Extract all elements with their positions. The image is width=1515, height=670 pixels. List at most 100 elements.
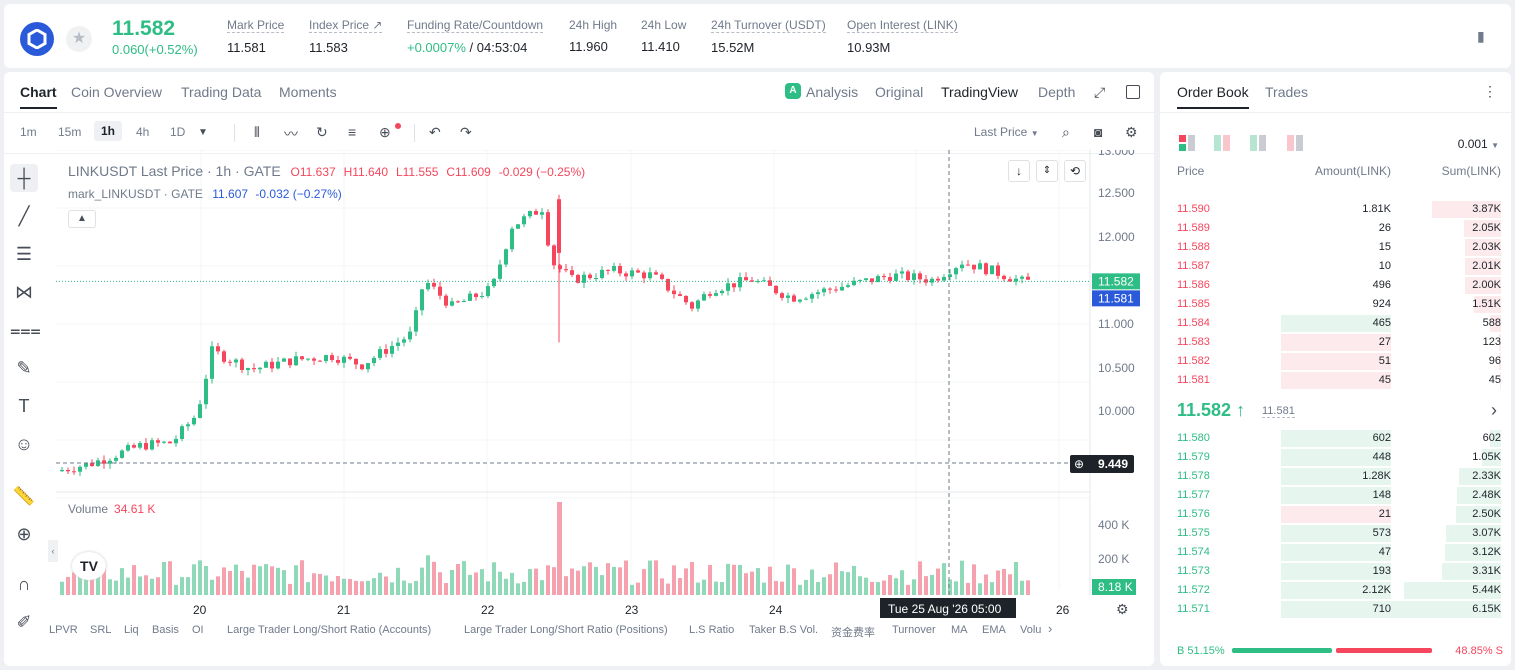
- tab-trading-data[interactable]: Trading Data: [181, 84, 262, 100]
- ask-row[interactable]: 11.584 465 588: [1160, 314, 1511, 333]
- bid-row[interactable]: 11.575 573 3.07K: [1160, 524, 1511, 543]
- window-icon[interactable]: [1126, 85, 1140, 99]
- ask-row[interactable]: 11.581 45 45: [1160, 371, 1511, 390]
- bid-row[interactable]: 11.580 602 602: [1160, 429, 1511, 448]
- stat-label[interactable]: Funding Rate/Countdown: [407, 18, 544, 33]
- ask-row[interactable]: 11.585 924 1.51K: [1160, 295, 1511, 314]
- pencil-icon[interactable]: ✐: [16, 612, 32, 632]
- bid-row[interactable]: 11.572 2.12K 5.44K: [1160, 581, 1511, 600]
- timeframe-1m[interactable]: 1m: [20, 125, 37, 139]
- timeframe-1h[interactable]: 1h: [94, 121, 123, 141]
- tab-depth[interactable]: Depth: [1038, 84, 1076, 100]
- indicator-item[interactable]: MA: [951, 624, 968, 636]
- stat-label[interactable]: 24h Turnover (USDT): [711, 18, 826, 33]
- tab-tradingview[interactable]: TradingView: [941, 84, 1019, 100]
- price-tick-label: 13.000: [1098, 150, 1135, 158]
- magnet-icon[interactable]: ∩: [17, 574, 31, 594]
- precision-select[interactable]: 0.001 ▼: [1458, 137, 1499, 151]
- zoom-in-icon[interactable]: ⊕: [16, 524, 32, 544]
- indicator-item[interactable]: Turnover: [892, 624, 936, 636]
- tab-trades[interactable]: Trades: [1265, 84, 1309, 100]
- bid-row[interactable]: 11.577 148 2.48K: [1160, 486, 1511, 505]
- chevron-down-icon[interactable]: ▼: [198, 127, 208, 138]
- ask-row[interactable]: 11.587 10 2.01K: [1160, 257, 1511, 276]
- emoji-icon[interactable]: ☺: [14, 434, 34, 454]
- trendline-icon[interactable]: ╱: [18, 206, 30, 226]
- chevron-right-icon[interactable]: ›: [1491, 400, 1497, 420]
- hide-toolbar-icon[interactable]: ‹: [48, 540, 58, 562]
- tab-analysis[interactable]: Analysis: [806, 84, 859, 100]
- ask-row[interactable]: 11.582 51 96: [1160, 352, 1511, 371]
- bid-row[interactable]: 11.578 1.28K 2.33K: [1160, 467, 1511, 486]
- tab-moments[interactable]: Moments: [279, 84, 337, 100]
- bid-row[interactable]: 11.574 47 3.12K: [1160, 543, 1511, 562]
- volume-bar: [654, 560, 658, 595]
- fib-icon[interactable]: ⩶: [10, 320, 41, 340]
- timeframe-15m[interactable]: 15m: [58, 125, 82, 139]
- indicator-item[interactable]: Taker B.S Vol.: [749, 624, 819, 636]
- price-chart[interactable]: 13.000 12.500 12.000 11.000 10.500 10.000 11.5…: [56, 150, 1156, 620]
- indicator-item[interactable]: SRL: [90, 624, 112, 636]
- collapse-icon[interactable]: ⇕: [1036, 160, 1058, 182]
- add-alert-icon[interactable]: ⊕: [379, 124, 391, 140]
- ask-row[interactable]: 11.588 15 2.03K: [1160, 238, 1511, 257]
- indicator-item[interactable]: 资金费率: [831, 627, 875, 639]
- tab-order-book[interactable]: Order Book: [1177, 84, 1249, 109]
- gear-icon[interactable]: ⚙: [1125, 124, 1138, 140]
- ask-row[interactable]: 11.586 496 2.00K: [1160, 276, 1511, 295]
- indicator-item[interactable]: OI: [192, 624, 204, 636]
- view-bids-icon[interactable]: [1214, 135, 1230, 151]
- indicator-item[interactable]: Volu: [1020, 624, 1042, 636]
- ask-row[interactable]: 11.589 26 2.05K: [1160, 219, 1511, 238]
- bid-row[interactable]: 11.571 710 6.15K: [1160, 600, 1511, 619]
- undo-icon[interactable]: ↶: [429, 124, 441, 140]
- collapse-legend-button[interactable]: ▲: [68, 210, 96, 228]
- reset-icon[interactable]: ⟲: [1064, 160, 1086, 182]
- timeframe-4h[interactable]: 4h: [136, 125, 150, 139]
- horizontal-lines-icon[interactable]: ☰: [15, 244, 33, 264]
- search-icon[interactable]: ⌕: [1062, 124, 1070, 140]
- bid-row[interactable]: 11.576 21 2.50K: [1160, 505, 1511, 524]
- redo-icon[interactable]: ↷: [460, 124, 472, 140]
- indicator-item[interactable]: EMA: [982, 624, 1006, 636]
- camera-icon[interactable]: ◙: [1094, 124, 1103, 140]
- indicator-item[interactable]: Basis: [152, 624, 179, 636]
- tab-original[interactable]: Original: [875, 84, 924, 100]
- ask-row[interactable]: 11.583 27 123: [1160, 333, 1511, 352]
- volume-bar: [366, 580, 370, 595]
- brush-icon[interactable]: ✎: [16, 358, 32, 378]
- tab-coin-overview[interactable]: Coin Overview: [71, 84, 163, 100]
- template-icon[interactable]: ≡: [348, 124, 357, 140]
- stat-label[interactable]: Open Interest (LINK): [847, 18, 958, 33]
- indicator-item[interactable]: LPVR: [49, 624, 78, 636]
- view-both-icon[interactable]: [1179, 135, 1195, 151]
- more-icon[interactable]: ⋮: [1483, 83, 1497, 99]
- book-icon[interactable]: ▮: [1477, 28, 1485, 44]
- candle-type-icon[interactable]: ⫴: [254, 124, 260, 140]
- view-split-icon[interactable]: [1287, 135, 1303, 151]
- indicators-icon[interactable]: 〰: [284, 126, 298, 142]
- timeframe-1d[interactable]: 1D: [170, 125, 186, 139]
- ruler-icon[interactable]: 📏: [12, 486, 36, 506]
- tab-chart[interactable]: Chart: [20, 84, 57, 109]
- ask-row[interactable]: 11.590 1.81K 3.87K: [1160, 200, 1511, 219]
- favorite-star-icon[interactable]: ★: [66, 26, 92, 52]
- stat-label[interactable]: Index Price ↗: [309, 18, 383, 33]
- indicator-item[interactable]: L.S Ratio: [689, 624, 735, 636]
- view-asks-icon[interactable]: [1250, 135, 1266, 151]
- replay-icon[interactable]: ↻: [316, 124, 328, 140]
- chevron-right-icon[interactable]: ›: [1048, 621, 1053, 636]
- indicator-item[interactable]: Large Trader Long/Short Ratio (Accounts): [227, 624, 432, 636]
- stat-label[interactable]: Mark Price: [227, 18, 285, 33]
- price-type-select[interactable]: Last Price ▼: [974, 125, 1039, 139]
- crosshair-icon[interactable]: ┼: [10, 164, 38, 192]
- pattern-icon[interactable]: ⋈: [15, 282, 33, 302]
- arrow-down-icon[interactable]: ↓: [1008, 160, 1030, 182]
- bid-row[interactable]: 11.573 193 3.31K: [1160, 562, 1511, 581]
- candle-body: [408, 331, 412, 340]
- text-icon[interactable]: T: [18, 396, 30, 416]
- expand-icon[interactable]: ⤢: [1094, 84, 1106, 100]
- bid-row[interactable]: 11.579 448 1.05K: [1160, 448, 1511, 467]
- indicator-item[interactable]: Large Trader Long/Short Ratio (Positions…: [464, 624, 668, 636]
- indicator-item[interactable]: Liq: [124, 624, 139, 636]
